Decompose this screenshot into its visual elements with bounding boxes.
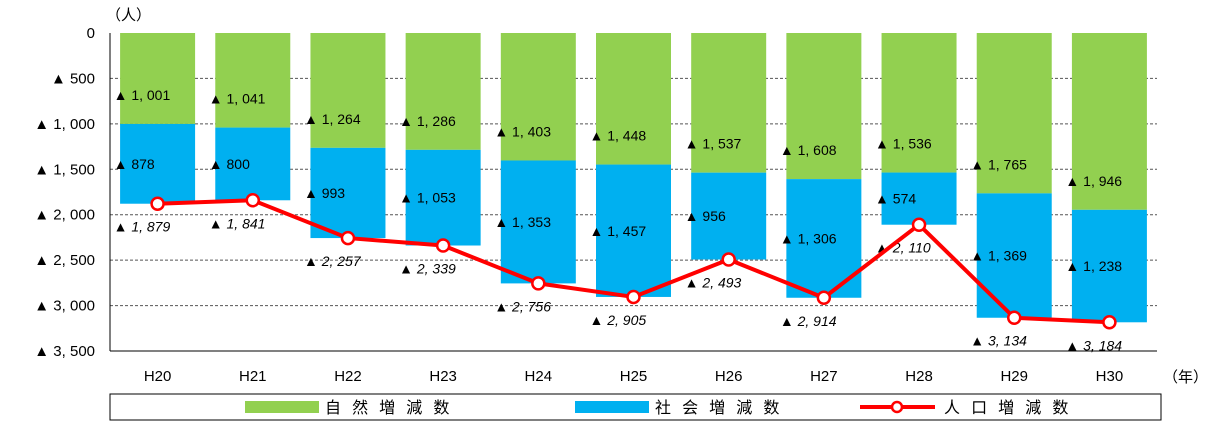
axes: 0 ▲ 500 ▲ 1, 000 ▲ 1, 500 ▲ 2, 000 ▲ 2, 500 ▲ … [34,6,1206,386]
bar-natural [691,33,767,173]
y-tick-label: ▲ 3, 000 [34,298,95,315]
bar-social [881,172,957,225]
data-label-total: ▲ 1, 841 [209,215,266,231]
population-point [626,289,641,305]
legend-swatch [245,401,319,413]
data-label-total: ▲ 1, 879 [114,219,171,235]
data-label-natural: ▲ 1, 536 [875,136,932,152]
data-label-natural: ▲ 1, 448 [590,128,647,144]
data-label-natural: ▲ 1, 403 [494,123,551,139]
x-tick-label: H21 [239,368,267,385]
y-tick-label: ▲ 500 [51,70,95,87]
x-tick-label: H22 [334,368,362,385]
y-tick-label: ▲ 1, 500 [34,161,95,178]
population-point [245,193,261,208]
bar-natural [1071,33,1147,210]
population-point [340,230,356,246]
data-label-social: ▲ 878 [114,156,155,172]
data-label-natural: ▲ 1, 264 [304,111,361,127]
data-label-social: ▲ 993 [304,185,345,201]
legend-label: 自 然 増 減 数 [325,398,452,417]
x-tick-label: H20 [144,368,172,385]
data-label-social: ▲ 1, 457 [590,223,647,239]
data-label-social: ▲ 1, 238 [1065,258,1122,274]
data-label-social: ▲ 1, 353 [494,214,551,230]
x-unit-label: （年） [1163,368,1206,386]
data-label-social: ▲ 956 [685,208,726,224]
data-label-social: ▲ 800 [209,156,250,172]
x-tick-label: H25 [620,368,648,385]
bar-natural [786,33,862,180]
population-line [150,193,1117,330]
bar-natural [976,33,1052,194]
data-label-natural: ▲ 1, 946 [1065,173,1122,189]
bar-social [500,160,576,284]
population-point [1102,315,1117,330]
bar-natural [215,33,291,128]
data-label-total: ▲ 2, 493 [685,275,742,291]
legend-label: 社 会 増 減 数 [655,398,782,417]
y-tick-label: ▲ 2, 500 [34,252,95,269]
population-point [150,196,165,211]
data-label-total: ▲ 3, 134 [970,333,1027,349]
x-tick-label: H24 [525,368,553,385]
data-label-total: ▲ 3, 184 [1065,337,1122,353]
y-tick-label: ▲ 1, 000 [34,116,95,133]
bar-social [1071,209,1147,323]
x-tick-label: H23 [429,368,457,385]
x-tick-label: H26 [715,368,743,385]
bar-social [215,127,291,201]
population-point [435,238,451,253]
legend: 自 然 増 減 数社 会 増 減 数人 口 増 減 数 [109,393,1162,421]
population-point [816,290,832,306]
data-label-social: ▲ 1, 306 [780,230,837,246]
x-tick-label: H30 [1096,368,1124,385]
data-label-total: ▲ 2, 914 [780,313,837,329]
bar-social [405,149,481,246]
data-label-social: ▲ 1, 053 [399,190,456,206]
data-label-total: ▲ 2, 339 [399,261,456,277]
y-tick-label: ▲ 2, 000 [34,207,95,224]
legend-marker [890,400,904,414]
data-label-social: ▲ 1, 369 [970,248,1027,264]
bar-natural [310,33,386,148]
data-labels: ▲ 1, 001 ▲ 878 ▲ 1, 041 ▲ 800 ▲ 1, 264 ▲ 993 ▲… [114,87,1123,353]
data-label-natural: ▲ 1, 001 [114,87,171,103]
population-point [531,276,546,291]
x-tick-label: H27 [810,368,838,385]
bar-natural [405,33,481,150]
bar-social [691,172,767,260]
y-tick-label: ▲ 3, 500 [34,343,95,360]
data-label-natural: ▲ 1, 537 [685,136,742,152]
bar-natural [120,33,196,124]
data-label-natural: ▲ 1, 608 [780,142,837,158]
data-label-natural: ▲ 1, 286 [399,113,456,129]
data-label-social: ▲ 574 [875,191,916,207]
bars [120,33,1147,323]
bar-social [310,147,386,239]
data-label-total: ▲ 2, 257 [304,253,362,269]
bar-social [120,123,196,204]
bar-social [596,164,671,297]
y-unit-label: （人） [106,6,151,24]
data-label-total: ▲ 2, 905 [590,312,647,328]
x-tick-label: H28 [905,368,933,385]
x-tick-label: H29 [1000,368,1028,385]
bar-social [976,193,1052,318]
legend-label: 人 口 増 減 数 [944,398,1071,417]
bar-natural [500,33,576,161]
bar-natural [596,33,671,165]
bar-natural [881,33,957,173]
population-point [1006,310,1022,325]
y-tick-label: 0 [87,25,95,42]
data-label-total: ▲ 2, 756 [494,298,551,314]
population-point [721,252,736,267]
population-point [911,217,927,232]
data-label-natural: ▲ 1, 041 [209,91,266,107]
data-label-total: ▲ 2, 110 [875,240,931,256]
data-label-natural: ▲ 1, 765 [970,156,1027,172]
legend-swatch [575,401,649,413]
